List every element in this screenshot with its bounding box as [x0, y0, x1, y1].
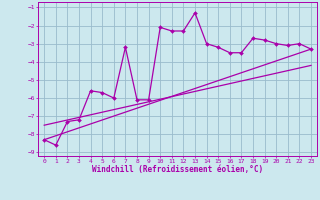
X-axis label: Windchill (Refroidissement éolien,°C): Windchill (Refroidissement éolien,°C)	[92, 165, 263, 174]
